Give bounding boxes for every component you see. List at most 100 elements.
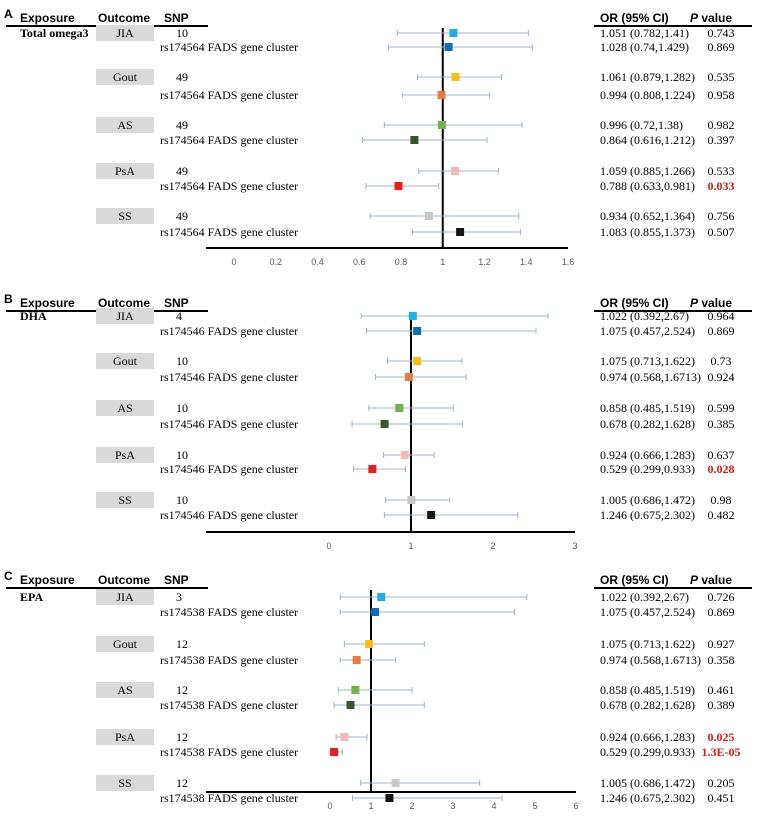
x-tick-label: 2 [490, 541, 495, 551]
or-ci-value: 0.924 (0.666,1.283) [600, 730, 695, 744]
snp-label: rs174546 FADS gene cluster [160, 324, 298, 338]
header-snp: SNP [164, 11, 189, 25]
p-value: 0.482 [708, 508, 735, 522]
exposure-label: EPA [20, 590, 43, 604]
x-tick-label: 1 [368, 801, 373, 811]
header-or-ci: OR (95% CI) [600, 296, 669, 310]
panel-letter: C [4, 569, 13, 583]
estimate-marker [449, 29, 458, 37]
x-tick-label: 1.6 [562, 257, 575, 267]
p-value: 0.73 [711, 354, 732, 368]
estimate-marker [400, 451, 409, 459]
or-ci-value: 0.974 (0.568,1.6713) [600, 653, 701, 667]
outcome-label: AS [117, 401, 132, 415]
x-tick-label: 0.2 [269, 257, 282, 267]
or-ci-value: 0.678 (0.282,1.628) [600, 417, 695, 431]
header-exposure: Exposure [20, 11, 75, 25]
estimate-marker [330, 748, 339, 756]
outcome-label-box [96, 117, 154, 133]
or-ci-value: 0.994 (0.808,1.224) [600, 88, 695, 102]
p-value: 0.507 [708, 225, 735, 239]
or-ci-value: 1.075 (0.457,2.524) [600, 324, 695, 338]
estimate-marker [451, 73, 460, 81]
or-ci-value: 1.246 (0.675,2.302) [600, 791, 695, 805]
snp-label: rs174546 FADS gene cluster [160, 417, 298, 431]
outcome-label-box [96, 208, 154, 224]
outcome-label-box [96, 308, 154, 324]
estimate-marker [424, 212, 433, 220]
x-tick-label: 2 [409, 801, 414, 811]
x-tick-label: 4 [491, 801, 496, 811]
x-tick-label: 0.8 [395, 257, 408, 267]
or-ci-value: 1.061 (0.879,1.282) [600, 70, 695, 84]
estimate-marker [395, 404, 404, 412]
p-value: 0.025 [708, 730, 735, 744]
p-value: 0.028 [708, 462, 735, 476]
outcome-label: JIA [116, 309, 134, 323]
outcome-label: PsA [115, 164, 135, 178]
snp-label: rs174564 FADS gene cluster [160, 133, 298, 147]
header-outcome: Outcome [98, 296, 150, 310]
x-tick-label: 0 [326, 541, 331, 551]
estimate-marker [340, 733, 349, 741]
p-value: 0.924 [708, 370, 735, 384]
snp-label: rs174538 FADS gene cluster [160, 698, 298, 712]
x-tick-label: 1 [408, 541, 413, 551]
x-tick-label: 1.2 [478, 257, 491, 267]
p-value: 0.599 [708, 401, 735, 415]
or-ci-value: 1.005 (0.686,1.472) [600, 493, 695, 507]
header-snp: SNP [164, 296, 189, 310]
or-ci-value: 0.529 (0.299,0.933) [600, 745, 695, 759]
outcome-label: PsA [115, 448, 135, 462]
estimate-marker [444, 43, 453, 51]
snp-label: rs174564 FADS gene cluster [160, 179, 298, 193]
estimate-marker [352, 656, 361, 664]
or-ci-value: 1.005 (0.686,1.472) [600, 776, 695, 790]
panel-c: C Exposure Outcome SNP OR (95% CI) P value EPA… [4, 569, 752, 811]
estimate-marker [427, 511, 436, 519]
estimate-marker [404, 373, 413, 381]
or-ci-value: 1.246 (0.675,2.302) [600, 508, 695, 522]
p-value: 0.461 [708, 683, 735, 697]
or-ci-value: 0.924 (0.666,1.283) [600, 448, 695, 462]
outcome-label: JIA [116, 26, 134, 40]
snp-label: rs174564 FADS gene cluster [160, 88, 298, 102]
estimate-marker [364, 640, 373, 648]
p-value: 0.869 [708, 40, 735, 54]
p-value: 0.964 [708, 309, 735, 323]
x-tick-label: 0 [231, 257, 236, 267]
header-exposure: Exposure [20, 296, 75, 310]
p-value: 1.3E-05 [702, 745, 741, 759]
or-ci-value: 1.022 (0.392,2.67) [600, 590, 689, 604]
or-ci-value: 0.934 (0.652,1.364) [600, 209, 695, 223]
p-value: 0.958 [708, 88, 735, 102]
or-ci-value: 1.075 (0.713,1.622) [600, 637, 695, 651]
snp-count: 4 [176, 309, 182, 323]
x-tick-label: 3 [450, 801, 455, 811]
or-ci-value: 1.022 (0.392,2.67) [600, 309, 689, 323]
exposure-label: DHA [20, 309, 47, 323]
panel-letter: B [4, 292, 13, 306]
snp-label: rs174538 FADS gene cluster [160, 653, 298, 667]
snp-label: rs174538 FADS gene cluster [160, 605, 298, 619]
outcome-label-box [96, 492, 154, 508]
outcome-label: AS [117, 683, 132, 697]
outcome-label-box [96, 353, 154, 369]
outcome-label-box [96, 682, 154, 698]
snp-count: 3 [176, 590, 182, 604]
estimate-marker [413, 327, 422, 335]
snp-label: rs174538 FADS gene cluster [160, 745, 298, 759]
panel-letter: A [4, 7, 13, 21]
x-tick-label: 0 [327, 801, 332, 811]
x-tick-label: 0.6 [353, 257, 366, 267]
snp-label: rs174564 FADS gene cluster [160, 225, 298, 239]
p-value: 0.869 [708, 605, 735, 619]
p-value: 0.98 [711, 493, 732, 507]
outcome-label: Gout [113, 637, 138, 651]
x-tick-label: 1 [440, 257, 445, 267]
or-ci-value: 0.858 (0.485,1.519) [600, 683, 695, 697]
p-value: 0.533 [708, 164, 735, 178]
or-ci-value: 1.075 (0.713,1.622) [600, 354, 695, 368]
or-ci-value: 0.788 (0.633,0.981) [600, 179, 695, 193]
